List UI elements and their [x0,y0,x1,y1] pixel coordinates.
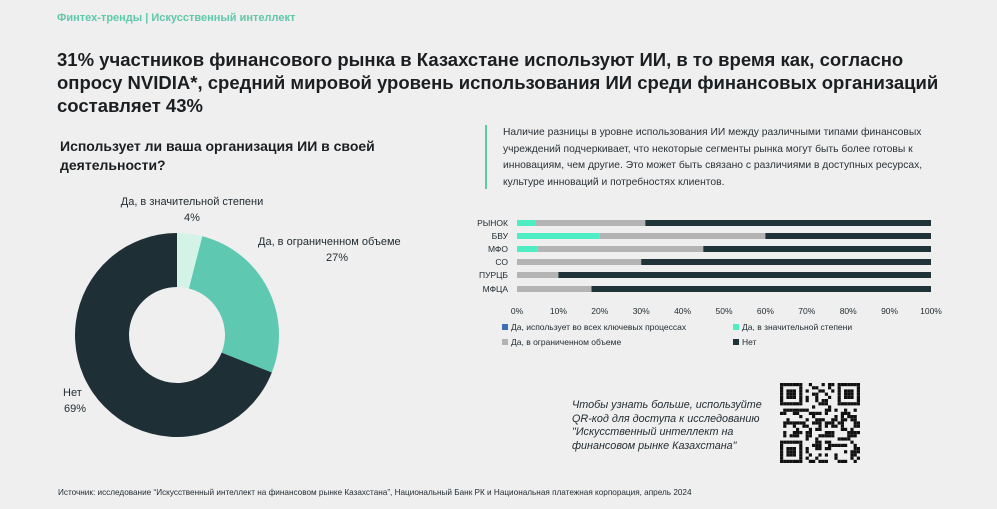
insight-note: Наличие разницы в уровне использования И… [485,125,963,189]
qr-call-to-action: Чтобы узнать больше, используйте QR-код … [572,399,762,452]
x-tick-label: 100% [920,306,942,316]
donut-value-1: 27% [326,252,348,264]
x-tick-label: 30% [633,306,650,316]
legend-label: Да, использует во всех ключевых процесса… [511,322,687,332]
bar-segment [535,220,646,226]
bar-segment [599,233,766,239]
bar-segment [517,259,642,265]
x-tick-label: 80% [840,306,857,316]
legend-swatch [502,339,508,345]
donut-slice-1 [188,236,279,373]
bar-segment [645,220,931,226]
x-tick-label: 10% [550,306,567,316]
bar-category-label: МФО [488,244,508,254]
legend-swatch [733,339,739,345]
bar-segment [517,246,538,252]
bar-segment [765,233,931,239]
bar-category-label: БВУ [492,231,509,241]
qr-code-icon [780,383,860,463]
bar-segment [641,259,931,265]
bar-segment [703,246,931,252]
bar-segment [558,272,931,278]
bar-category-label: РЫНОК [477,218,508,228]
bar-segment [517,233,600,239]
bar-segment [517,272,559,278]
x-tick-label: 40% [674,306,691,316]
donut-label-0: Да, в значительной степени [121,196,263,208]
bar-segment [517,286,592,292]
bar-segment [591,286,931,292]
bar-category-label: МФЦА [483,284,509,294]
bar-category-label: СО [495,257,508,267]
x-tick-label: 50% [715,306,732,316]
bar-segment [537,246,704,252]
x-tick-label: 60% [757,306,774,316]
x-tick-label: 90% [881,306,898,316]
x-tick-label: 20% [591,306,608,316]
legend-label: Нет [742,337,757,347]
legend-label: Да, в значительной степени [742,322,852,332]
source-note: Источник: исследование “Искусственный ин… [58,488,692,497]
donut-slice-2 [75,233,272,438]
donut-slice-0 [177,233,203,289]
bar-category-label: ПУРЦБ [479,270,508,280]
legend-label: Да, в ограниченном объеме [511,337,621,347]
legend-swatch [502,324,508,330]
section-kicker: Финтех-тренды | Искусственный интеллект [57,12,296,24]
page-title: 31% участников финансового рынка в Казах… [57,49,939,116]
bar-segment [517,220,536,226]
x-tick-label: 70% [798,306,815,316]
donut-value-2: 69% [64,403,86,415]
donut-label-2: Нет [63,387,82,399]
legend-swatch [733,324,739,330]
survey-question: Использует ли ваша организация ИИ в свое… [60,138,375,173]
donut-value-0: 4% [184,212,200,224]
donut-label-1: Да, в ограниченном объеме [258,236,401,248]
x-tick-label: 0% [511,306,524,316]
